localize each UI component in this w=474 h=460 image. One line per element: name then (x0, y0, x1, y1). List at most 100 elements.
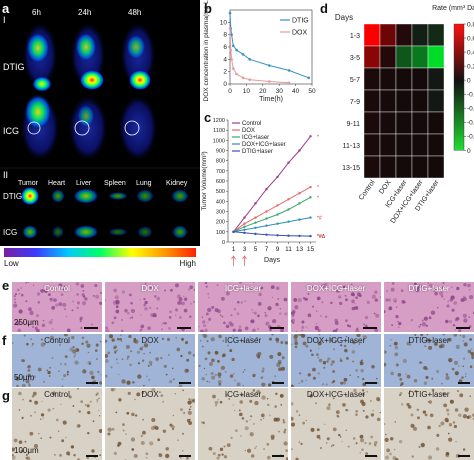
chart-c-tumor-volume: 1 3 5 7 9 11 13 1501002003004005006007008009001… (201, 118, 325, 266)
chart-c-point (309, 216, 312, 219)
panel-e-label: e (2, 278, 10, 293)
histology-title-g-3: ICG+laser (224, 390, 262, 399)
chart-c-point (265, 187, 268, 191)
colorbar-high-label: High (179, 259, 196, 268)
chart-c-series-line (233, 217, 311, 233)
chart-c-significance: * (317, 185, 319, 191)
chart-d-row-label: 9-11 (347, 121, 361, 128)
chart-d-cell (379, 111, 397, 135)
chart-c-point (243, 225, 246, 228)
chart-c-point (287, 208, 290, 211)
chart-c-ytick-label: 1100 (213, 128, 225, 134)
chart-b-series-dox (229, 28, 290, 84)
chart-c-point (254, 216, 257, 219)
chart-c-point (243, 216, 246, 219)
chart-b-xlabel: Time(h) (259, 96, 283, 103)
chart-d-colorbar-tick-label: -0.8 (467, 92, 474, 99)
chart-d-cell (427, 23, 445, 47)
chart-b-legend-label: DOX (292, 30, 308, 37)
chart-d-colorbar-tick-label: 0 (467, 78, 471, 85)
chart-c-ytick-label: 0 (222, 240, 225, 246)
chart-d-row-label: 3-5 (350, 55, 360, 62)
chart-c-ytick-label: 700 (216, 169, 225, 175)
scalebar-g (179, 455, 191, 457)
scalebar-g (365, 455, 377, 457)
chart-b-point (228, 11, 232, 15)
chart-c-point (265, 217, 268, 220)
chart-b-point (228, 27, 232, 30)
chart-c-xtick-label: 7 (265, 246, 269, 253)
mouse-DTIG-48h (120, 21, 156, 90)
scale-label-f: 50μm (14, 373, 35, 382)
chart-b-point (241, 53, 245, 56)
chart-d-colorbar (453, 23, 465, 151)
histology-tile-f-1: Control 50μm (12, 334, 102, 387)
chart-d-cell (427, 155, 445, 179)
histology-title-f-2: DOX (141, 336, 159, 345)
chart-b-ytick-label: 0 (223, 81, 227, 88)
chart-b-ytick-label: 8 (223, 32, 227, 39)
chart-c-point (254, 221, 257, 224)
chart-c-laser-arrow (242, 255, 247, 266)
chart-d-cell (363, 67, 381, 91)
chart-d-cell (379, 67, 397, 91)
panel-g-label: g (2, 388, 10, 403)
chart-c-ylabel: Tumor Volume(mm³) (201, 151, 208, 210)
scalebar-e (270, 327, 284, 329)
chart-d-cell (379, 23, 397, 47)
chart-c-ytick-label: 1000 (213, 138, 225, 144)
section-II-label: II (3, 170, 9, 180)
chart-d-cell (395, 133, 413, 157)
chart-b-point (268, 80, 271, 83)
chart-d-cell (395, 67, 413, 91)
panel-a-imaging: a I 6h 24h 48h DTIG ICG (0, 0, 200, 277)
chart-c-point (298, 192, 301, 195)
organs-DTIG (21, 187, 189, 205)
chart-d-col-label: DOX (378, 179, 393, 196)
chart-d-col-label: Control (358, 179, 377, 202)
chart-d-cell (363, 155, 381, 179)
scale-label-e: 250μm (14, 318, 39, 327)
chart-c-xtick-label: 11 (285, 246, 292, 253)
chart-b-point (248, 78, 251, 81)
histology-tile-f-4: DOX+ICG+laser (291, 334, 381, 387)
chart-c-xtick-label: 1 (232, 246, 236, 253)
chart-c-xtick-label: 15 (307, 246, 315, 253)
chart-c-point (243, 231, 246, 235)
histology-title-g-5: DTIG+laser (408, 390, 450, 399)
chart-d-cell (363, 133, 381, 157)
chart-c-series-line (233, 135, 311, 233)
chart-b-legend-label: DTIG (292, 18, 309, 25)
chart-d-colorbar-tick-label: 0.2 (467, 64, 474, 71)
scale-label-g: 100μm (14, 446, 39, 455)
histology-tile-e-3: ICG+laser (198, 282, 288, 332)
histology-tile-e-4: DOX+ICG+laser (291, 282, 381, 332)
chart-c-series-line (233, 196, 311, 233)
chart-c-series-line (233, 231, 311, 237)
chart-d-cell (427, 45, 445, 69)
scalebar-e (456, 327, 470, 329)
chart-c-point (276, 204, 279, 207)
chart-c-point (309, 196, 312, 199)
chart-d-cell (411, 67, 429, 91)
histology-title-e-1: Control (44, 284, 70, 293)
chart-c-point (243, 222, 246, 225)
histology-tile-g-2: DOX (105, 388, 195, 460)
chart-c-significance: *# (317, 216, 322, 222)
mouse-DTIG-24h (70, 21, 106, 90)
chart-c-point (254, 202, 257, 205)
chart-c-point (309, 185, 312, 189)
time-24h: 24h (78, 8, 92, 17)
chart-b-point (230, 33, 233, 36)
mouse-ICG-48h (118, 94, 158, 162)
organs-ICG (22, 225, 188, 239)
mouse-DTIG-6h (22, 21, 58, 92)
chart-b-point (231, 67, 235, 70)
chart-d-cell (379, 133, 397, 157)
chart-d-row-label: 13-15 (342, 165, 360, 172)
chart-d-cell (395, 45, 413, 69)
chart-d-row-label: 1-3 (350, 33, 360, 40)
chart-d-cell (411, 133, 429, 157)
chart-d-cell (379, 155, 397, 179)
scalebar-g (272, 455, 284, 457)
